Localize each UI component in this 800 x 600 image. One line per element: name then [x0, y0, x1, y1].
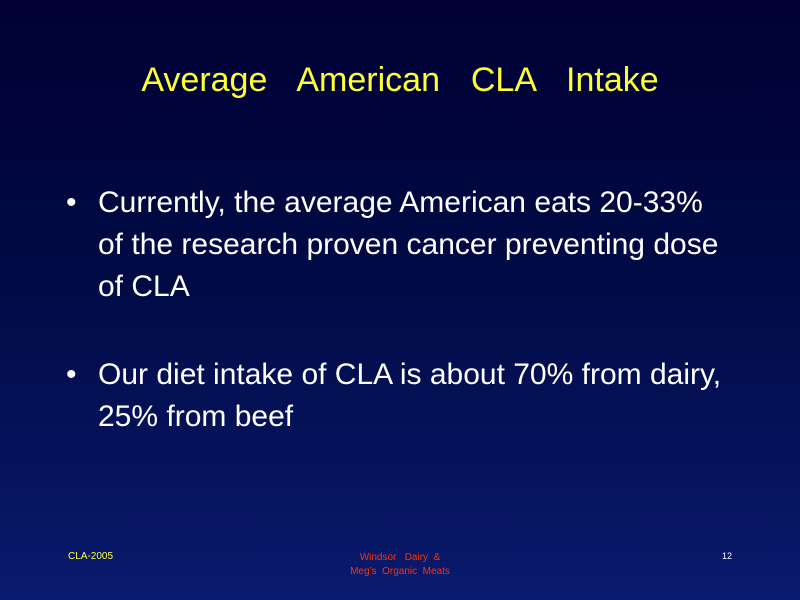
bullet-item: • Our diet intake of CLA is about 70% fr… — [66, 354, 726, 438]
footer-organization: Windsor Dairy & Meg’s Organic Meats — [300, 551, 500, 579]
slide-title: Average American CLA Intake — [141, 61, 659, 99]
bullet-text: Our diet intake of CLA is about 70% from… — [98, 358, 722, 433]
footer-org-line2: Meg’s Organic Meats — [350, 566, 450, 577]
bullet-text: Currently, the average American eats 20-… — [98, 186, 719, 303]
bullet-list: • Currently, the average American eats 2… — [66, 182, 726, 484]
bullet-marker: • — [66, 358, 77, 391]
bullet-item: • Currently, the average American eats 2… — [66, 182, 726, 308]
bullet-marker: • — [66, 186, 77, 219]
footer-date: CLA-2005 — [68, 551, 114, 562]
footer-org-line1: Windsor Dairy & — [359, 552, 441, 563]
slide-number: 12 — [722, 551, 733, 561]
